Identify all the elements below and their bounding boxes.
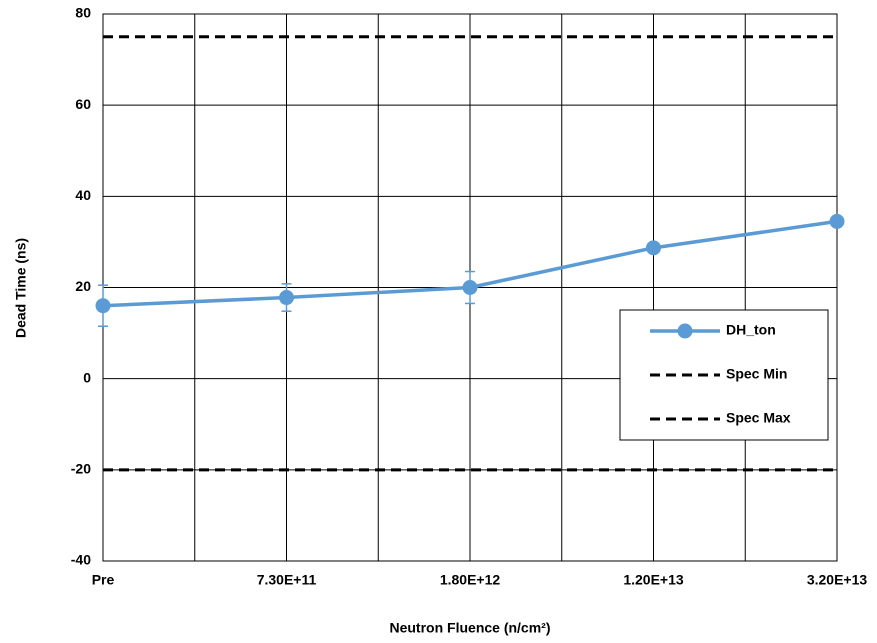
y-tick-label: 80 — [75, 5, 91, 21]
point — [279, 290, 294, 306]
x-tick-label: 1.20E+13 — [623, 572, 684, 588]
y-tick-label: 40 — [75, 187, 91, 203]
x-tick-label: Pre — [92, 572, 115, 588]
y-tick-label: 60 — [75, 96, 91, 112]
y-tick-label: -20 — [71, 461, 91, 477]
x-tick-label: 3.20E+13 — [807, 572, 868, 588]
x-tick-label: 7.30E+11 — [257, 572, 317, 588]
legend-label: DH_ton — [726, 322, 776, 338]
y-tick-label: 20 — [75, 278, 91, 294]
x-tick-label: 1.80E+12 — [440, 572, 501, 588]
x-axis-label: Neutron Fluence (n/cm²) — [389, 620, 550, 636]
legend-label: Spec Min — [726, 366, 787, 382]
point — [95, 298, 111, 314]
legend-marker — [677, 323, 693, 339]
point — [462, 280, 478, 295]
y-axis-label: Dead Time (ns) — [13, 238, 29, 338]
y-tick-label: 0 — [83, 369, 91, 385]
y-tick-label: -40 — [71, 552, 91, 568]
legend-label: Spec Max — [726, 410, 791, 426]
point — [829, 213, 845, 229]
point — [646, 240, 661, 256]
